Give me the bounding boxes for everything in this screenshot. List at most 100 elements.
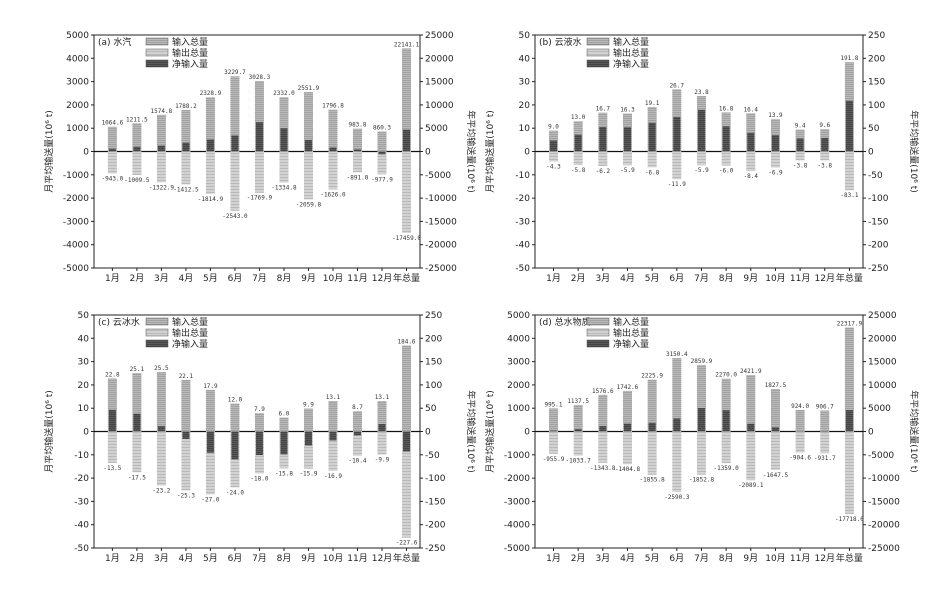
bar-output [647,431,657,475]
data-label-output: -1814.9 [198,196,224,203]
bar-net [648,422,656,432]
data-label-input: 13.0 [571,114,586,121]
bar-net [549,430,557,432]
data-label-output: -891.0 [347,174,369,181]
y-tick-label: -20 [515,194,530,204]
data-label-input: 22317.9 [837,320,863,327]
bar-input [107,126,117,152]
bar-net [574,134,582,152]
data-label-output: -2089.1 [738,482,764,489]
bar-output [721,151,731,166]
data-label-output: -1769.9 [247,195,273,202]
legend-label-net: 净输入量 [613,338,649,350]
x-tick-label: 6月 [228,553,243,564]
data-label-output: -24.0 [226,489,244,496]
bar-input [132,373,142,432]
bar-net [231,431,239,460]
bar-input [254,80,264,152]
x-tick-label: 6月 [669,273,684,284]
y2-tick-label: 0 [868,428,874,438]
bar-output [254,151,264,193]
y-tick-label: -10 [74,451,89,461]
bar-input [746,113,756,152]
bar-input [402,345,412,432]
x-tick-label: 5月 [203,553,218,564]
bar-output [721,431,731,464]
x-tick-label: 10月 [765,273,785,284]
bar-input [598,394,608,432]
bar-input [303,92,313,152]
data-label-input: 25.1 [130,366,145,373]
y-tick-label: 0 [83,428,89,438]
y2-tick-label: -100 [425,474,446,484]
y-tick-label: 3000 [507,358,530,368]
bar-input [795,409,805,432]
y-tick-label: 30 [78,358,90,368]
y2-tick-label: -25000 [868,544,900,554]
data-label-input: 9.9 [303,401,314,408]
bar-input [696,364,706,432]
bar-net [574,429,582,432]
x-tick-label: 2月 [130,553,145,564]
legend-label-input: 输入总量 [172,316,208,328]
y-tick-label: -20 [74,474,89,484]
data-label-input: 924.0 [791,403,809,410]
x-tick-label: 3月 [154,553,169,564]
y-tick-label: 2000 [507,381,530,391]
bar-input [107,378,117,432]
y2-axis-label: 年平均输送量(10⁶ t) [908,110,920,192]
x-tick-label: 7月 [694,273,709,284]
data-label-input: 13.1 [326,394,341,401]
bar-output [107,431,117,463]
data-label-output: -227.6 [396,540,418,547]
x-tick-label: 5月 [645,553,660,564]
data-label-input: 22141.1 [394,41,420,48]
y2-tick-label: -5000 [425,171,451,181]
data-label-output: -23.2 [152,488,170,495]
bar-net [648,122,656,152]
x-tick-label: 5月 [203,273,218,284]
data-label-input: 16.7 [596,106,611,113]
bar-output [598,431,608,463]
data-label-output: -904.6 [789,455,811,462]
bar-net [353,431,361,436]
bar-input [352,411,362,432]
bar-output [548,431,558,454]
data-label-input: 16.8 [719,105,734,112]
bar-input [844,327,854,432]
bar-input [205,389,215,432]
y2-tick-label: -250 [425,544,446,554]
bar-net [133,146,141,152]
y-tick-label: -1000 [63,171,89,181]
legend-label-input: 输入总量 [613,316,649,328]
y2-tick-label: -100 [868,194,889,204]
data-label-input: 26.7 [670,82,685,89]
legend-swatch-input [586,317,610,326]
bar-net [133,413,141,432]
x-tick-label: 6月 [228,273,243,284]
bar-input [156,372,166,432]
bar-output [770,431,780,470]
bar-output [746,151,756,172]
data-label-input: 1211.5 [126,116,148,123]
y-tick-label: 30 [519,78,531,88]
y-tick-label: -40 [515,241,530,251]
data-label-input: 13.1 [375,394,390,401]
bar-input [181,109,191,152]
x-tick-label: 1月 [546,273,561,284]
legend-swatch-output [145,48,169,57]
bar-output [746,431,756,481]
data-label-input: 23.8 [694,89,709,96]
y2-tick-label: 5000 [425,124,448,134]
data-label-input: 1788.2 [175,103,197,110]
bar-input [328,400,338,432]
y2-tick-label: -250 [868,264,889,274]
data-label-input: 1827.5 [765,382,787,389]
y-tick-label: -1000 [504,451,530,461]
data-label-input: 19.1 [645,100,660,107]
y-axis-label: 月平均输送量(10⁶ t) [43,110,55,192]
y-tick-label: 20 [78,381,90,391]
bar-input [548,408,558,432]
